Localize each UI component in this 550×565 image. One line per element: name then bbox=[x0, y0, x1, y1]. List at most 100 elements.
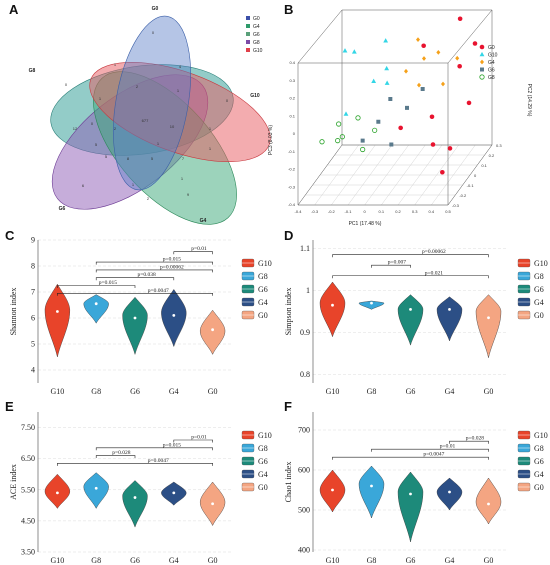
x-tick-label: G6 bbox=[406, 387, 416, 396]
venn-legend: G0 G4 G6 G8 G10 bbox=[246, 16, 263, 54]
venn-legend-label: G4 bbox=[253, 24, 260, 30]
pca-x-tick: -0.3 bbox=[311, 209, 319, 214]
pca-y-tick: 0.2 bbox=[289, 96, 295, 101]
pca-legend-label: G6 bbox=[488, 68, 495, 74]
significance-bracket bbox=[332, 275, 489, 279]
significance-bracket bbox=[173, 251, 213, 255]
pca-point bbox=[372, 127, 378, 133]
venn-legend-label: G10 bbox=[253, 48, 263, 54]
x-tick-label: G4 bbox=[445, 387, 455, 396]
pca-legend-label: G0 bbox=[488, 45, 495, 51]
pca-point bbox=[429, 114, 435, 120]
violin-chart-e: 3.50 4.50 5.50 6.50 7.50 ACE index G10 G8 G6 G4 G0… bbox=[9, 412, 272, 565]
y-tick-label: 9 bbox=[31, 236, 35, 245]
median-point bbox=[94, 302, 98, 306]
median-point bbox=[409, 492, 412, 496]
pca-point bbox=[457, 16, 463, 22]
venn-legend-swatch bbox=[246, 48, 250, 52]
pca-point bbox=[455, 55, 460, 61]
venn-legend-swatch bbox=[246, 40, 250, 44]
x-tick-label: G0 bbox=[208, 556, 218, 565]
significance-label: p=0.0047 bbox=[423, 452, 444, 458]
panel-label-e: E bbox=[5, 399, 14, 414]
violin-charts: 4 5 6 7 8 9 Shannon index G10 G8 G6 G4 G0 p=0.01 p=0.… bbox=[9, 236, 548, 565]
significance-bracket bbox=[332, 456, 489, 460]
significance-bracket bbox=[371, 448, 489, 452]
y-tick-label: 1 bbox=[306, 286, 310, 295]
pca-legend-marker bbox=[480, 67, 484, 72]
y-tick-label: 0.9 bbox=[300, 328, 310, 337]
significance-bracket bbox=[371, 264, 411, 268]
venn-region-count: 6 bbox=[82, 183, 85, 188]
pca-z-tick: -0.2 bbox=[459, 193, 467, 198]
pca-x-tick: 0.4 bbox=[429, 209, 435, 214]
y-tick-label: 6 bbox=[31, 314, 35, 323]
venn-set-label: G0 bbox=[152, 6, 159, 12]
pca-point bbox=[398, 125, 403, 131]
violin-g8 bbox=[83, 472, 109, 509]
y-tick-label: 500 bbox=[298, 506, 310, 515]
significance-label: p=0.0047 bbox=[148, 288, 169, 294]
significance-label: p=0.015 bbox=[99, 280, 117, 286]
violin-chart-c: 4 5 6 7 8 9 Shannon index G10 G8 G6 G4 G0 p=0.01 p=0.… bbox=[9, 236, 272, 397]
x-tick-label: G8 bbox=[367, 387, 377, 396]
median-point bbox=[211, 328, 215, 332]
x-tick-label: G8 bbox=[91, 387, 101, 396]
venn-region-count: 0 bbox=[152, 30, 155, 35]
legend-label: G6 bbox=[258, 285, 268, 294]
legend-label: G8 bbox=[258, 444, 268, 453]
significance-label: p=0.01 bbox=[191, 435, 207, 441]
venn-center-count: 677 bbox=[142, 118, 149, 123]
venn-region-count: 2 bbox=[147, 196, 150, 201]
pca-point bbox=[447, 146, 453, 151]
pca-y-tick: -0.4 bbox=[288, 202, 296, 207]
pca-box-edge bbox=[447, 9, 493, 64]
significance-bracket bbox=[173, 439, 213, 443]
significance-bracket bbox=[449, 440, 489, 444]
pca-point bbox=[384, 80, 390, 85]
venn-region-count: 1 bbox=[181, 176, 184, 181]
significance-bracket bbox=[95, 455, 136, 459]
pca-z-tick: 0.2 bbox=[489, 153, 495, 158]
legend-label: G4 bbox=[534, 470, 544, 479]
pca-point bbox=[343, 111, 349, 116]
x-tick-label: G10 bbox=[51, 387, 65, 396]
median-point bbox=[448, 490, 451, 494]
pca-point bbox=[405, 105, 409, 110]
pca-x-tick: 0.3 bbox=[412, 209, 418, 214]
pca-legend-marker bbox=[479, 74, 485, 80]
venn-region-count: 10 bbox=[170, 124, 175, 129]
significance-label: p=0.007 bbox=[388, 260, 406, 266]
pca-point bbox=[383, 38, 389, 43]
pca-z-tick: 0.1 bbox=[481, 163, 487, 168]
median-point bbox=[56, 310, 59, 313]
significance-bracket bbox=[95, 269, 213, 273]
x-tick-label: G6 bbox=[406, 556, 416, 565]
significance-label: p=0.01 bbox=[440, 444, 456, 450]
pca-point bbox=[466, 100, 472, 106]
venn-region-count: 5 bbox=[151, 156, 154, 161]
significance-bracket bbox=[57, 293, 213, 296]
pca-y-tick: -0.1 bbox=[288, 149, 296, 154]
pca-point bbox=[441, 81, 445, 87]
pca-point bbox=[376, 119, 381, 124]
venn-region-count: 9 bbox=[187, 192, 190, 197]
venn-legend-swatch bbox=[246, 16, 250, 20]
pca-legend-marker bbox=[480, 59, 484, 65]
venn-legend-label: G0 bbox=[253, 16, 260, 22]
pca-point bbox=[360, 146, 366, 153]
x-tick-label: G8 bbox=[91, 556, 101, 565]
significance-bracket bbox=[95, 447, 213, 451]
y-tick-label: 7 bbox=[31, 288, 35, 297]
violin-g0 bbox=[199, 309, 226, 355]
pca-z-tick: -0.3 bbox=[452, 203, 460, 208]
y-tick-label: 5.50 bbox=[21, 485, 35, 494]
pca-point bbox=[342, 48, 348, 53]
pca-x-label: PC1 (17.48 %) bbox=[349, 221, 382, 227]
pca-point bbox=[430, 142, 436, 147]
y-tick-label: 5 bbox=[31, 340, 35, 349]
venn-region-count: 0 bbox=[91, 121, 94, 126]
venn-legend-label: G6 bbox=[253, 32, 260, 38]
violin-g4 bbox=[436, 477, 463, 511]
y-axis-label: Simpson index bbox=[284, 288, 293, 336]
